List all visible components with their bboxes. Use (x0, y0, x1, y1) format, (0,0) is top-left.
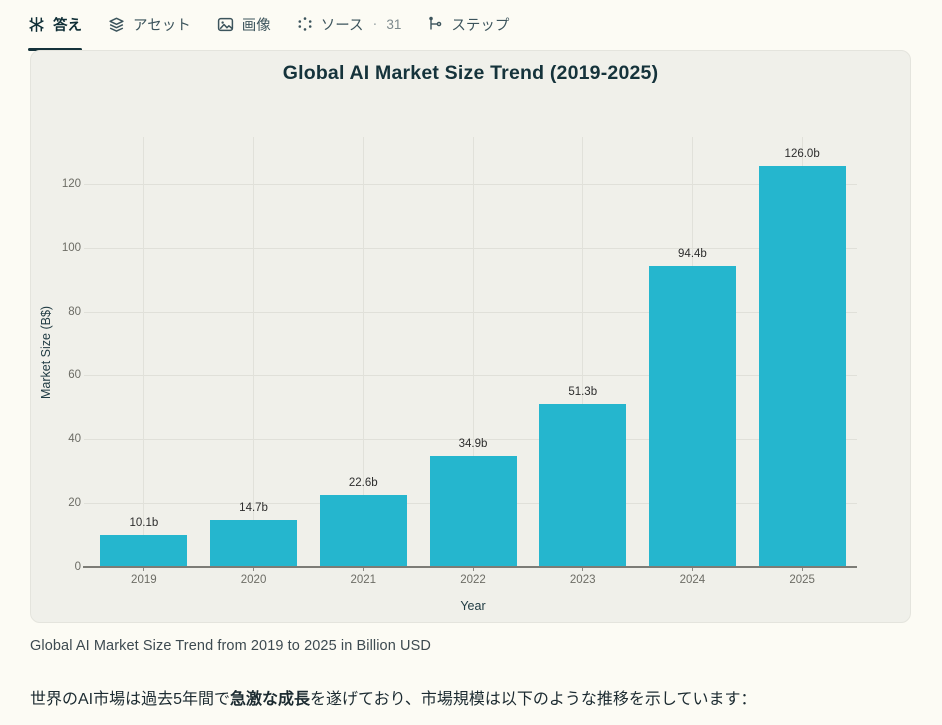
gridline-h (84, 439, 857, 441)
chart-caption: Global AI Market Size Trend from 2019 to… (30, 638, 431, 654)
y-tick-label: 120 (61, 178, 81, 191)
x-tick-mark (472, 567, 474, 571)
x-tick-label: 2024 (679, 574, 706, 586)
tab-steps-label: ステップ (451, 17, 510, 34)
y-tick-label: 100 (61, 241, 81, 254)
y-tick-label: 0 (74, 560, 81, 573)
x-tick-label: 2025 (789, 574, 815, 586)
chart-card: Global AI Market Size Trend (2019-2025) … (30, 50, 911, 623)
x-tick-mark (143, 567, 145, 571)
gridline-v (582, 137, 584, 567)
plot-area: 0 20 40 60 80 100 120 10.1b 2019 14.7b 2020 22.6b 20… (62, 137, 857, 586)
x-tick-label: 2019 (131, 574, 157, 586)
bar (429, 455, 517, 567)
answer-asterisk-icon (28, 16, 45, 33)
tab-answer-label: 答え (53, 17, 82, 34)
tab-steps[interactable]: ステップ (427, 11, 509, 37)
chart-title: Global AI Market Size Trend (2019-2025) (282, 62, 659, 84)
sources-count: 31 (386, 16, 402, 32)
gridline-h (84, 247, 857, 249)
active-tab-underline (28, 48, 82, 51)
bar-value-label: 94.4b (678, 248, 707, 261)
tab-images[interactable]: 画像 (217, 11, 271, 37)
x-axis-title: Year (460, 599, 486, 613)
bar (758, 165, 846, 567)
answer-paragraph: 世界のAI市場は過去5年間で急激な成長を遂げており、市場規模は以下のような推移を… (30, 688, 756, 712)
sources-dots-icon (297, 16, 313, 32)
tab-assets[interactable]: アセット (108, 11, 191, 37)
y-tick-label: 80 (68, 305, 81, 318)
y-tick-label: 20 (68, 496, 81, 509)
y-tick-label: 40 (68, 433, 81, 446)
x-tick-mark (801, 567, 803, 571)
bar-value-label: 10.1b (129, 516, 159, 529)
tab-assets-label: アセット (133, 17, 191, 34)
bar-value-label: 34.9b (458, 437, 488, 450)
gridline-v (472, 137, 474, 567)
gridline-v (143, 137, 145, 567)
gridline-h (84, 375, 857, 377)
tab-sources[interactable]: ソース · 31 (297, 11, 402, 37)
bar-value-label: 14.7b (239, 502, 268, 515)
bar (210, 520, 298, 567)
y-tick-label: 60 (68, 369, 81, 382)
bar-value-label: 22.6b (348, 477, 378, 490)
x-tick-label: 2023 (569, 574, 596, 586)
bar (539, 403, 627, 567)
tab-images-label: 画像 (241, 17, 271, 34)
tab-bar: 答え アセット 画像 ソース · 31 (28, 0, 509, 51)
image-icon (217, 16, 234, 33)
gridline-h (84, 311, 857, 313)
gridline-v (253, 137, 255, 567)
bar (100, 534, 188, 567)
gridline-v (362, 137, 364, 567)
bar (648, 266, 736, 567)
x-tick-mark (253, 567, 255, 571)
x-tick-label: 2021 (350, 574, 377, 586)
x-tick-mark (362, 567, 364, 571)
x-axis-line (83, 566, 857, 568)
layers-icon (108, 16, 125, 33)
bar-value-label: 51.3b (568, 385, 598, 398)
bar-value-label: 126.0b (784, 147, 820, 160)
x-tick-mark (691, 567, 693, 571)
gridline-h (84, 184, 857, 186)
x-tick-mark (582, 567, 584, 571)
x-tick-label: 2022 (460, 574, 486, 586)
tab-sources-label: ソース (320, 17, 364, 34)
sources-count-separator: · (372, 16, 378, 32)
paragraph-text: を遂げており、市場規模は以下のような推移を示しています： (310, 691, 757, 708)
x-tick-label: 2020 (240, 574, 267, 586)
bar (319, 495, 407, 567)
steps-branch-icon (427, 16, 443, 32)
tab-answer[interactable]: 答え (28, 11, 82, 51)
paragraph-text: 世界のAI市場は過去5年間で (30, 691, 231, 708)
paragraph-bold-text: 急激な成長 (230, 691, 311, 708)
